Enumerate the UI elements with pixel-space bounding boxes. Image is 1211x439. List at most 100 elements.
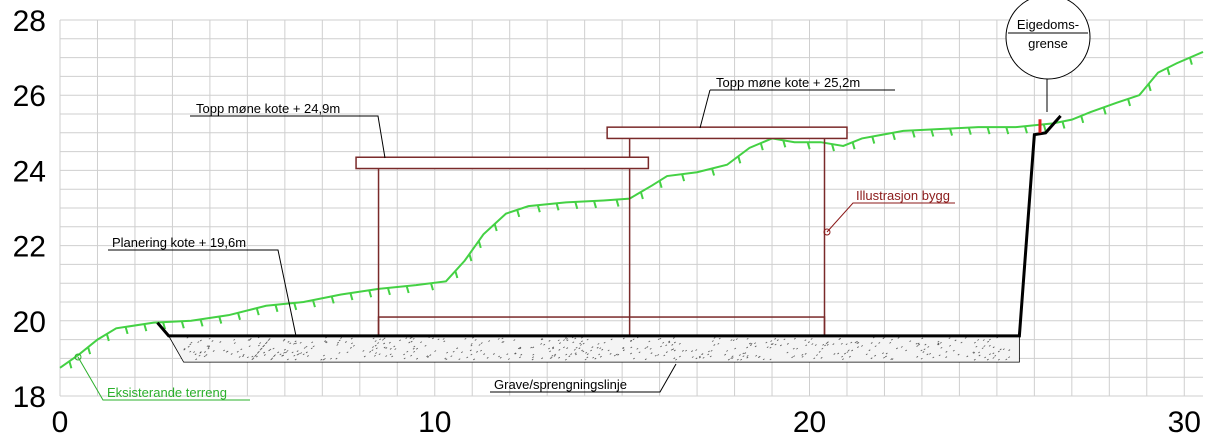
fill-speckle: [883, 356, 886, 359]
fill-speckle: [746, 355, 749, 357]
fill-speckle: [570, 353, 573, 355]
fill-speckle: [563, 339, 565, 341]
fill-speckle: [668, 341, 671, 344]
fill-speckle: [960, 341, 963, 344]
illustrasjon-dot: [823, 228, 831, 236]
fill-speckle: [272, 347, 275, 350]
fill-speckle: [548, 347, 551, 350]
excavation-line: [156, 114, 1062, 338]
fill-speckle: [865, 353, 868, 356]
fill-speckle: [582, 342, 585, 345]
fill-speckle: [197, 341, 200, 343]
fill-speckle: [807, 341, 810, 343]
fill-speckle: [349, 347, 352, 349]
fill-speckle: [646, 346, 649, 348]
fill-speckle: [565, 338, 568, 340]
fill-speckle: [1005, 358, 1008, 361]
fill-speckle: [832, 343, 835, 345]
fill-speckle: [805, 344, 808, 347]
annotation-eigedom: Eigedoms- grense: [1005, 0, 1091, 112]
terreng-label: Eksisterande terreng: [107, 385, 227, 400]
terrain-hatch: [1127, 98, 1132, 107]
fill-speckle: [351, 342, 353, 345]
terrain-hatch: [871, 136, 876, 144]
terrain-hatch: [536, 204, 541, 213]
fill-speckle: [994, 354, 997, 357]
fill-speckle: [565, 353, 568, 356]
terrain-hatch: [639, 191, 644, 200]
terrain-hatch: [681, 173, 686, 182]
fill-speckle: [675, 358, 678, 361]
fill-speckle: [632, 338, 635, 341]
fill-speckle: [389, 348, 392, 350]
terrain-hatch: [759, 142, 764, 151]
terrain-hatch: [87, 346, 92, 355]
fill-speckle: [379, 338, 382, 341]
fill-speckle: [501, 337, 504, 340]
fill-speckle: [502, 341, 505, 343]
fill-speckle: [442, 338, 445, 340]
fill-speckle: [223, 349, 226, 352]
fill-speckle: [519, 347, 522, 350]
fill-speckle: [932, 356, 935, 359]
fill-speckle: [259, 342, 262, 344]
fill-speckle: [374, 344, 377, 347]
x-tick-label: 0: [52, 406, 69, 439]
terrain-hatch: [1147, 83, 1152, 92]
terrain-hatch: [658, 180, 663, 189]
fill-speckle: [566, 339, 569, 342]
fill-speckle: [207, 345, 210, 348]
fill-speckle: [552, 346, 555, 349]
fill-speckle: [975, 345, 978, 348]
fill-speckle: [303, 347, 306, 349]
fill-speckle: [926, 353, 929, 356]
fill-speckle: [350, 337, 353, 340]
fill-speckle: [997, 358, 1000, 361]
fill-speckle: [206, 345, 209, 347]
fill-speckle: [199, 339, 202, 342]
fill-speckle: [792, 347, 795, 350]
terrain-hatch: [831, 143, 835, 152]
fill-speckle: [506, 353, 509, 355]
fill-speckle: [371, 349, 374, 352]
fill-speckle: [986, 358, 989, 361]
fill-speckle: [736, 358, 739, 361]
fill-speckle: [575, 346, 578, 349]
fill-speckle: [189, 350, 192, 353]
fill-speckle: [480, 342, 483, 344]
fill-speckle: [403, 353, 406, 356]
fill-speckle: [346, 351, 349, 354]
fill-speckle: [372, 346, 374, 348]
fill-speckle: [296, 350, 299, 352]
fill-speckle: [373, 354, 376, 357]
fill-speckle: [964, 337, 967, 339]
fill-speckle: [607, 349, 610, 352]
fill-speckle: [389, 353, 392, 356]
fill-speckle: [840, 342, 843, 345]
fill-speckle: [837, 352, 840, 355]
terrain-hatch: [218, 316, 223, 324]
fill-speckle: [263, 351, 266, 354]
fill-speckle: [783, 338, 786, 341]
fill-speckle: [300, 352, 303, 354]
fill-speckle: [850, 341, 853, 344]
fill-speckle: [662, 341, 665, 344]
fill-speckle: [735, 338, 738, 340]
fill-speckle: [572, 341, 575, 344]
fill-speckle: [478, 344, 481, 346]
fill-speckle: [543, 343, 546, 346]
fill-speckle: [255, 354, 258, 356]
fill-speckle: [1008, 356, 1011, 359]
fill-speckle: [770, 343, 773, 345]
fill-speckle: [610, 338, 613, 341]
terrain-hatch: [430, 282, 434, 291]
fill-speckle: [291, 351, 294, 354]
terrain-hatch: [574, 201, 579, 210]
fill-speckle: [189, 343, 192, 346]
fill-speckle: [978, 351, 981, 354]
fill-speckle: [992, 352, 995, 355]
fill-speckle: [598, 353, 601, 356]
fill-speckle: [558, 342, 561, 344]
fill-speckle: [372, 337, 375, 340]
fill-speckle: [420, 341, 423, 343]
